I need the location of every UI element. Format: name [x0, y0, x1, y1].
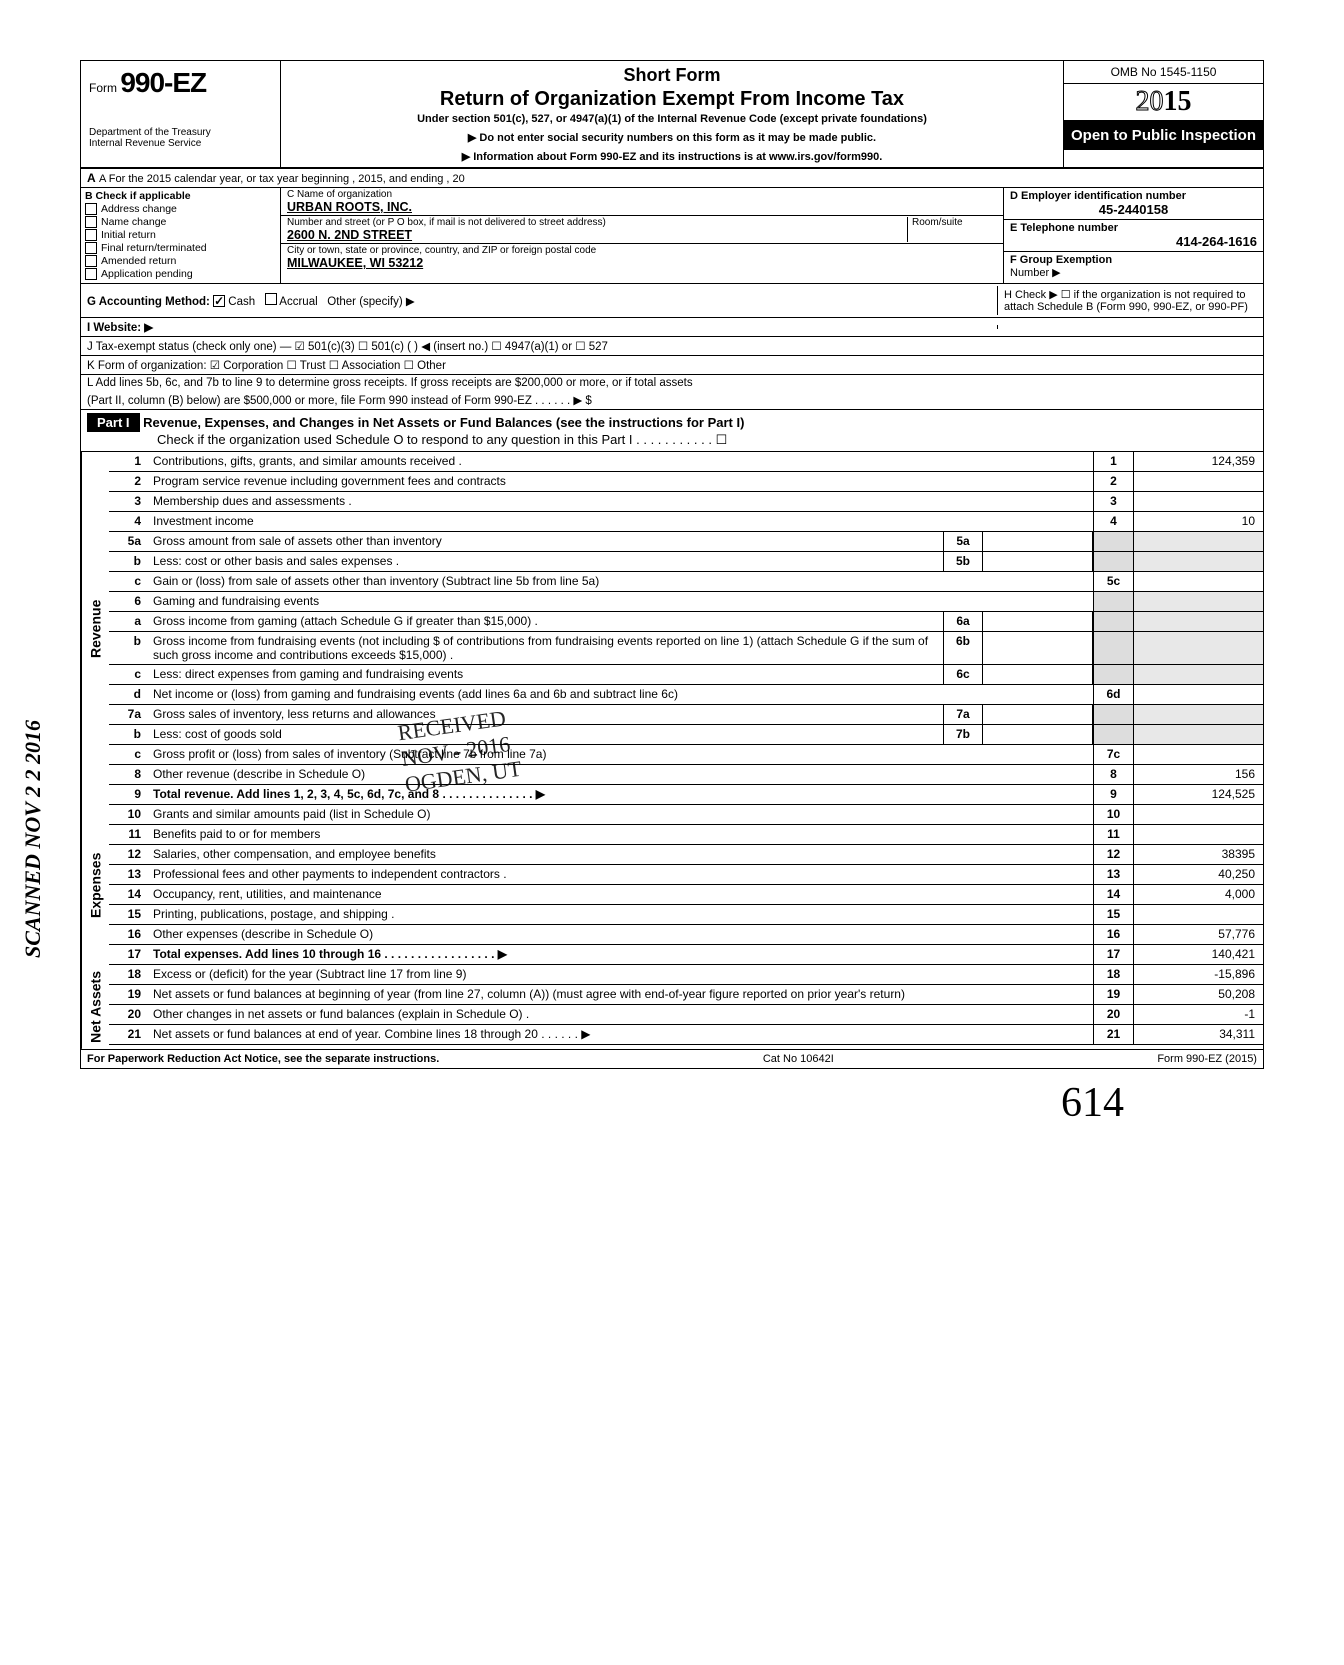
line-4: 4Investment income410: [109, 512, 1263, 532]
line-l1: L Add lines 5b, 6c, and 7b to line 9 to …: [81, 375, 1263, 391]
netassets-label: Net Assets: [81, 965, 109, 1049]
line-j: J Tax-exempt status (check only one) — ☑…: [81, 337, 1263, 356]
form-title: Return of Organization Exempt From Incom…: [291, 88, 1053, 111]
omb-number: OMB No 1545-1150: [1064, 61, 1263, 84]
chk-initial-return[interactable]: [85, 229, 97, 241]
line-c: cGross profit or (loss) from sales of in…: [109, 745, 1263, 765]
chk-name-change[interactable]: [85, 216, 97, 228]
column-b: B Check if applicable Address change Nam…: [81, 188, 281, 283]
line-i: I Website: ▶: [81, 318, 1263, 337]
form-subtitle: Under section 501(c), 527, or 4947(a)(1)…: [291, 113, 1053, 125]
info-notice: ▶ Information about Form 990-EZ and its …: [291, 150, 1053, 163]
form-footer: For Paperwork Reduction Act Notice, see …: [81, 1049, 1263, 1068]
dept-treasury: Department of the Treasury Internal Reve…: [89, 127, 272, 149]
line-h: H Check ▶ ☐ if the organization is not r…: [997, 286, 1257, 315]
line-b: bLess: cost of goods sold7b: [109, 725, 1263, 745]
line-c: cLess: direct expenses from gaming and f…: [109, 665, 1263, 685]
line-9: 9Total revenue. Add lines 1, 2, 3, 4, 5c…: [109, 785, 1263, 805]
column-c: C Name of organization URBAN ROOTS, INC.…: [281, 188, 1003, 283]
ein: 45-2440158: [1010, 202, 1257, 217]
open-public: Open to Public Inspection: [1064, 121, 1263, 150]
netassets-section: Net Assets 18Excess or (deficit) for the…: [81, 965, 1263, 1049]
line-18: 18Excess or (deficit) for the year (Subt…: [109, 965, 1263, 985]
chk-cash[interactable]: [213, 295, 225, 307]
line-17: 17Total expenses. Add lines 10 through 1…: [109, 945, 1263, 965]
tax-year: 2015: [1064, 84, 1263, 121]
line-8: 8Other revenue (describe in Schedule O)8…: [109, 765, 1263, 785]
line-19: 19Net assets or fund balances at beginni…: [109, 985, 1263, 1005]
org-street: 2600 N. 2ND STREET: [287, 228, 907, 242]
line-a: A A For the 2015 calendar year, or tax y…: [81, 169, 1263, 188]
expenses-label: Expenses: [81, 805, 109, 965]
section-bcd: B Check if applicable Address change Nam…: [81, 188, 1263, 284]
telephone: 414-264-1616: [1010, 234, 1257, 249]
form-990ez: Form 990-EZ Department of the Treasury I…: [80, 60, 1264, 1069]
chk-amended[interactable]: [85, 255, 97, 267]
expenses-section: Expenses 10Grants and similar amounts pa…: [81, 805, 1263, 965]
line-13: 13Professional fees and other payments t…: [109, 865, 1263, 885]
line-d: dNet income or (loss) from gaming and fu…: [109, 685, 1263, 705]
line-b: bGross income from fundraising events (n…: [109, 632, 1263, 665]
chk-accrual[interactable]: [265, 293, 277, 305]
line-b: bLess: cost or other basis and sales exp…: [109, 552, 1263, 572]
line-g-h: G Accounting Method: Cash Accrual Other …: [81, 284, 1263, 318]
line-10: 10Grants and similar amounts paid (list …: [109, 805, 1263, 825]
line-21: 21Net assets or fund balances at end of …: [109, 1025, 1263, 1045]
line-20: 20Other changes in net assets or fund ba…: [109, 1005, 1263, 1025]
org-name: URBAN ROOTS, INC.: [287, 200, 997, 214]
handwritten-note: 614: [80, 1079, 1264, 1127]
chk-final-return[interactable]: [85, 242, 97, 254]
line-14: 14Occupancy, rent, utilities, and mainte…: [109, 885, 1263, 905]
column-d: D Employer identification number 45-2440…: [1003, 188, 1263, 283]
ssn-notice: ▶ Do not enter social security numbers o…: [291, 131, 1053, 144]
line-2: 2Program service revenue including gover…: [109, 472, 1263, 492]
chk-pending[interactable]: [85, 268, 97, 280]
revenue-section: Revenue 1Contributions, gifts, grants, a…: [81, 452, 1263, 805]
line-c: cGain or (loss) from sale of assets othe…: [109, 572, 1263, 592]
line-k: K Form of organization: ☑ Corporation ☐ …: [81, 356, 1263, 375]
scanned-stamp: SCANNED NOV 2 2 2016: [20, 720, 46, 958]
line-6: 6Gaming and fundraising events: [109, 592, 1263, 612]
line-15: 15Printing, publications, postage, and s…: [109, 905, 1263, 925]
line-7a: 7aGross sales of inventory, less returns…: [109, 705, 1263, 725]
line-12: 12Salaries, other compensation, and empl…: [109, 845, 1263, 865]
org-city: MILWAUKEE, WI 53212: [287, 256, 997, 270]
short-form-label: Short Form: [291, 65, 1053, 86]
line-a: aGross income from gaming (attach Schedu…: [109, 612, 1263, 632]
form-header: Form 990-EZ Department of the Treasury I…: [81, 61, 1263, 169]
revenue-label: Revenue: [81, 452, 109, 805]
line-3: 3Membership dues and assessments .3: [109, 492, 1263, 512]
line-5a: 5aGross amount from sale of assets other…: [109, 532, 1263, 552]
part-i-header: Part I Revenue, Expenses, and Changes in…: [81, 410, 1263, 452]
line-11: 11Benefits paid to or for members11: [109, 825, 1263, 845]
line-1: 1Contributions, gifts, grants, and simil…: [109, 452, 1263, 472]
form-number: Form 990-EZ: [89, 67, 272, 99]
line-l2: (Part II, column (B) below) are $500,000…: [81, 391, 1263, 410]
line-16: 16Other expenses (describe in Schedule O…: [109, 925, 1263, 945]
chk-address-change[interactable]: [85, 203, 97, 215]
